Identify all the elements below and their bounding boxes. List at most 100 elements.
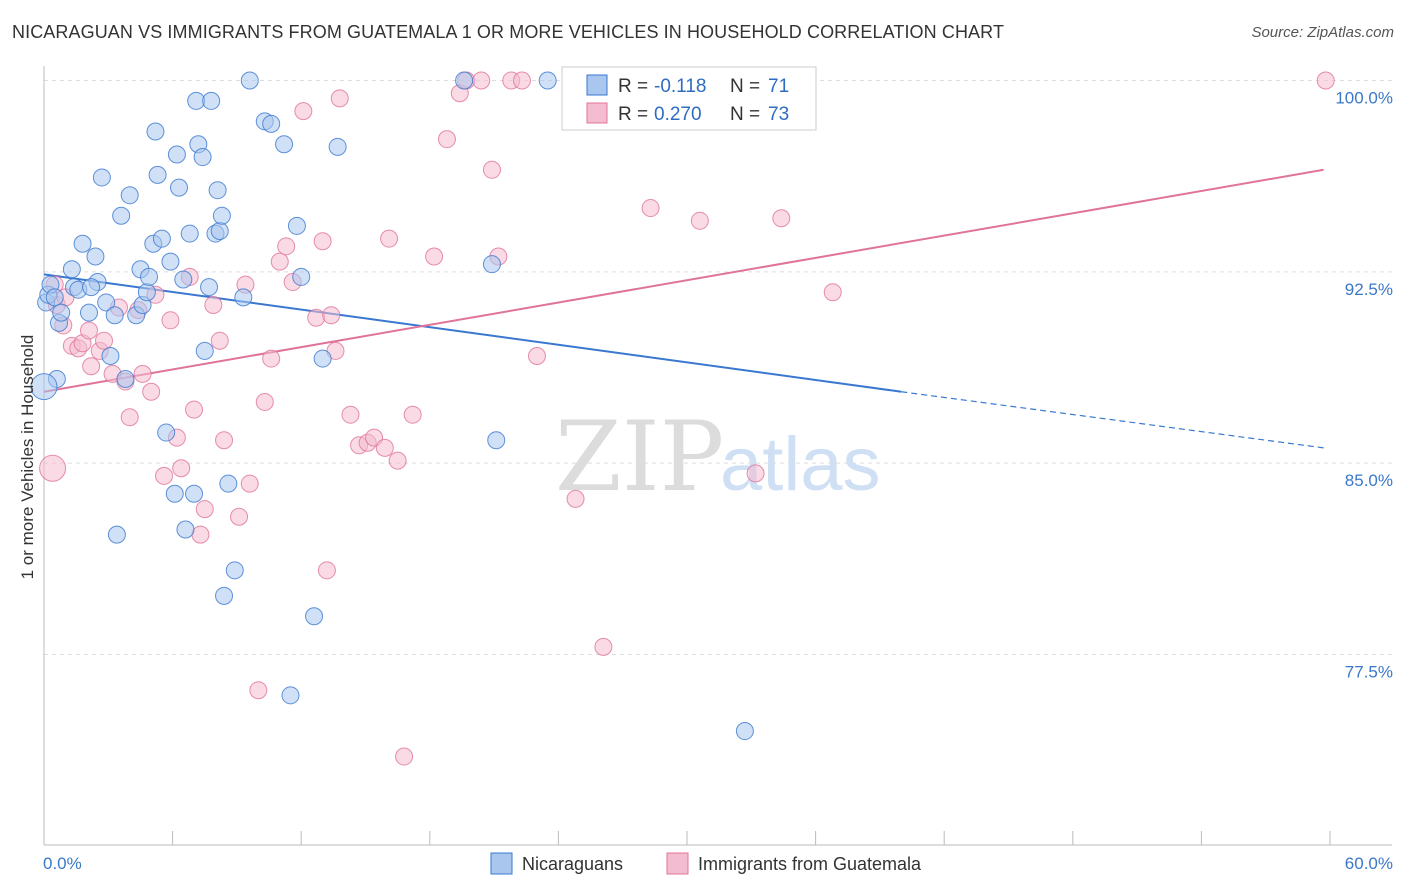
guatemala-point-69: [746, 464, 765, 483]
nicaraguans-point-69: [30, 373, 58, 401]
source-credit: Source: ZipAtlas.com: [1251, 24, 1394, 41]
nicaraguans-point-61: [305, 607, 324, 626]
bottom-legend-label-guatemala: Immigrants from Guatemala: [698, 854, 922, 874]
guatemala-point-53: [388, 451, 407, 470]
series-nicaraguans-points: [30, 71, 754, 741]
nicaraguans-point-7: [62, 260, 81, 279]
guatemala-point-34: [249, 681, 268, 700]
nicaraguans-point-68: [735, 722, 754, 741]
guatemala-point-26: [191, 525, 210, 544]
nicaraguans-point-18: [107, 525, 126, 544]
nicaraguans-point-58: [281, 686, 300, 705]
nicaraguans-point-32: [161, 252, 180, 271]
nicaraguans-point-49: [212, 206, 231, 225]
bottom-legend-swatch-nicaraguans: [490, 852, 513, 875]
nicaraguans-point-17: [105, 306, 124, 325]
guatemala-point-31: [230, 507, 249, 526]
y-tick-label-0: 100.0%: [1335, 89, 1393, 108]
guatemala-point-46: [330, 89, 349, 108]
nicaraguans-point-67: [538, 71, 557, 90]
guatemala-point-35: [255, 392, 274, 411]
nicaraguans-point-29: [148, 165, 167, 184]
guatemala-point-52: [380, 229, 399, 248]
guatemala-point-60: [482, 160, 501, 179]
nicaraguans-point-54: [240, 71, 259, 90]
nicaraguans-point-12: [86, 247, 105, 266]
guatemala-point-41: [307, 308, 326, 327]
nicaraguans-point-6: [52, 303, 71, 322]
nicaraguans-point-45: [202, 91, 221, 110]
nicaraguans-point-62: [313, 349, 332, 368]
nicaraguans-point-51: [219, 474, 238, 493]
guatemala-point-40: [294, 102, 313, 121]
guatemala-point-65: [566, 489, 585, 508]
nicaraguans-point-25: [137, 283, 156, 302]
guatemala-point-20: [155, 466, 174, 485]
correlation-legend: R = -0.118 N = 71 R = 0.270 N = 73: [561, 66, 817, 131]
guatemala-point-23: [172, 459, 191, 478]
nicaraguans-point-3: [45, 288, 64, 307]
guatemala-point-71: [823, 283, 842, 302]
legend-n-value-blue: 71: [768, 76, 789, 97]
nicaraguans-point-57: [275, 135, 294, 154]
axes: [43, 66, 1392, 846]
nicaraguans-point-60: [292, 267, 311, 286]
guatemala-point-38: [277, 237, 296, 256]
trendline-extension-nicaraguans: [901, 391, 1324, 449]
nicaraguans-point-65: [482, 255, 501, 274]
legend-r-value-blue: -0.118: [654, 76, 706, 97]
nicaraguans-point-70: [82, 278, 101, 297]
legend-n-label-pink: N =: [730, 104, 760, 125]
y-axis-title: 1 or more Vehicles in Household: [18, 335, 37, 580]
nicaraguans-point-42: [193, 148, 212, 167]
guatemala-point-37: [270, 252, 289, 271]
nicaraguans-point-36: [174, 270, 193, 289]
nicaraguans-point-43: [195, 341, 214, 360]
nicaraguans-point-35: [170, 178, 189, 197]
guatemala-point-30: [215, 431, 234, 450]
guatemala-point-43: [317, 561, 336, 580]
nicaraguans-point-26: [140, 267, 159, 286]
y-tick-label-2: 85.0%: [1345, 471, 1393, 490]
nicaraguans-point-40: [187, 91, 206, 110]
nicaraguans-point-44: [200, 278, 219, 297]
guatemala-point-9: [82, 357, 101, 376]
y-tick-label-3: 77.5%: [1345, 663, 1393, 682]
legend-r-label-blue: R =: [618, 76, 648, 97]
nicaraguans-point-47: [208, 181, 227, 200]
nicaraguans-point-39: [185, 484, 204, 503]
guatemala-point-27: [195, 500, 214, 519]
guatemala-point-44: [322, 306, 341, 325]
guatemala-point-36: [262, 349, 281, 368]
nicaraguans-point-19: [112, 206, 131, 225]
guatemala-point-66: [594, 637, 613, 656]
nicaraguans-point-48: [210, 222, 229, 241]
guatemala-point-59: [472, 71, 491, 90]
nicaraguans-point-20: [116, 369, 135, 388]
nicaraguans-point-56: [262, 114, 281, 133]
nicaraguans-point-31: [157, 423, 176, 442]
nicaraguans-point-66: [487, 431, 506, 450]
x-tick-label-right: 60.0%: [1345, 854, 1393, 873]
legend-r-label-pink: R =: [618, 104, 648, 125]
nicaraguans-point-15: [97, 293, 116, 312]
nicaraguans-point-34: [167, 145, 186, 164]
guatemala-point-47: [341, 405, 360, 424]
guatemala-point-8: [80, 321, 99, 340]
nicaraguans-point-59: [287, 216, 306, 235]
nicaraguans-point-37: [176, 520, 195, 539]
guatemala-point-29: [210, 331, 229, 350]
guatemala-point-18: [142, 382, 161, 401]
guatemala-point-0: [39, 454, 67, 482]
chart-title: NICARAGUAN VS IMMIGRANTS FROM GUATEMALA …: [12, 22, 1005, 42]
guatemala-point-25: [185, 400, 204, 419]
nicaraguans-point-50: [215, 586, 234, 605]
guatemala-point-73: [395, 747, 414, 766]
nicaraguans-point-63: [328, 137, 347, 156]
nicaraguans-point-10: [73, 234, 92, 253]
nicaraguans-point-64: [455, 71, 474, 90]
guatemala-point-67: [641, 199, 660, 218]
guatemala-point-11: [95, 331, 114, 350]
guatemala-point-63: [512, 71, 531, 90]
bottom-legend-label-nicaraguans: Nicaraguans: [522, 854, 623, 874]
